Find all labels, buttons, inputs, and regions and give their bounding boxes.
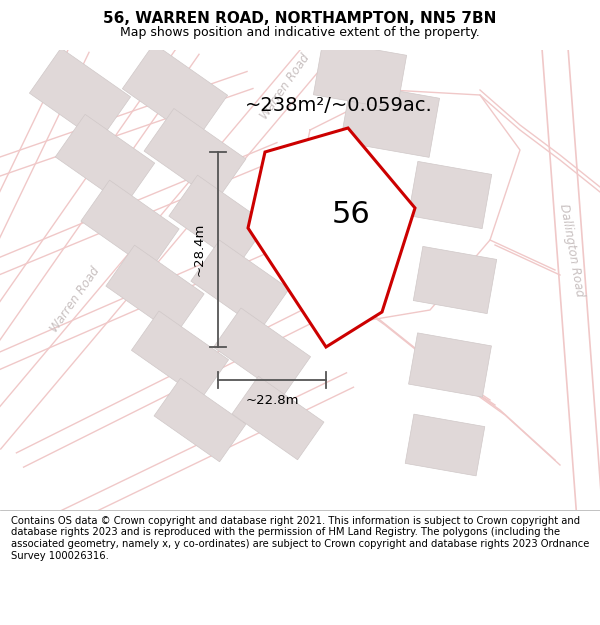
Polygon shape <box>106 245 204 335</box>
Text: Dallington Road: Dallington Road <box>557 202 587 298</box>
Polygon shape <box>413 246 497 314</box>
Polygon shape <box>122 44 227 141</box>
Polygon shape <box>81 180 179 270</box>
Polygon shape <box>313 41 407 109</box>
Text: 56, WARREN ROAD, NORTHAMPTON, NN5 7BN: 56, WARREN ROAD, NORTHAMPTON, NN5 7BN <box>103 11 497 26</box>
Text: 56: 56 <box>331 199 370 229</box>
Polygon shape <box>340 82 440 158</box>
Polygon shape <box>232 376 324 460</box>
Polygon shape <box>409 333 491 397</box>
Polygon shape <box>248 128 415 347</box>
Text: Map shows position and indicative extent of the property.: Map shows position and indicative extent… <box>120 26 480 39</box>
Polygon shape <box>144 109 246 201</box>
Polygon shape <box>55 114 155 206</box>
Polygon shape <box>154 378 246 462</box>
Polygon shape <box>169 175 267 265</box>
Polygon shape <box>405 414 485 476</box>
Polygon shape <box>191 240 289 330</box>
Text: ~28.4m: ~28.4m <box>193 222 206 276</box>
Polygon shape <box>131 311 229 399</box>
Polygon shape <box>29 48 131 142</box>
Text: ~238m²/~0.059ac.: ~238m²/~0.059ac. <box>245 96 433 115</box>
Polygon shape <box>408 161 492 229</box>
Polygon shape <box>214 308 311 396</box>
Text: Warren Road: Warren Road <box>258 52 313 122</box>
Text: Warren Road: Warren Road <box>48 265 102 335</box>
Text: Contains OS data © Crown copyright and database right 2021. This information is : Contains OS data © Crown copyright and d… <box>11 516 589 561</box>
Text: ~22.8m: ~22.8m <box>245 394 299 407</box>
